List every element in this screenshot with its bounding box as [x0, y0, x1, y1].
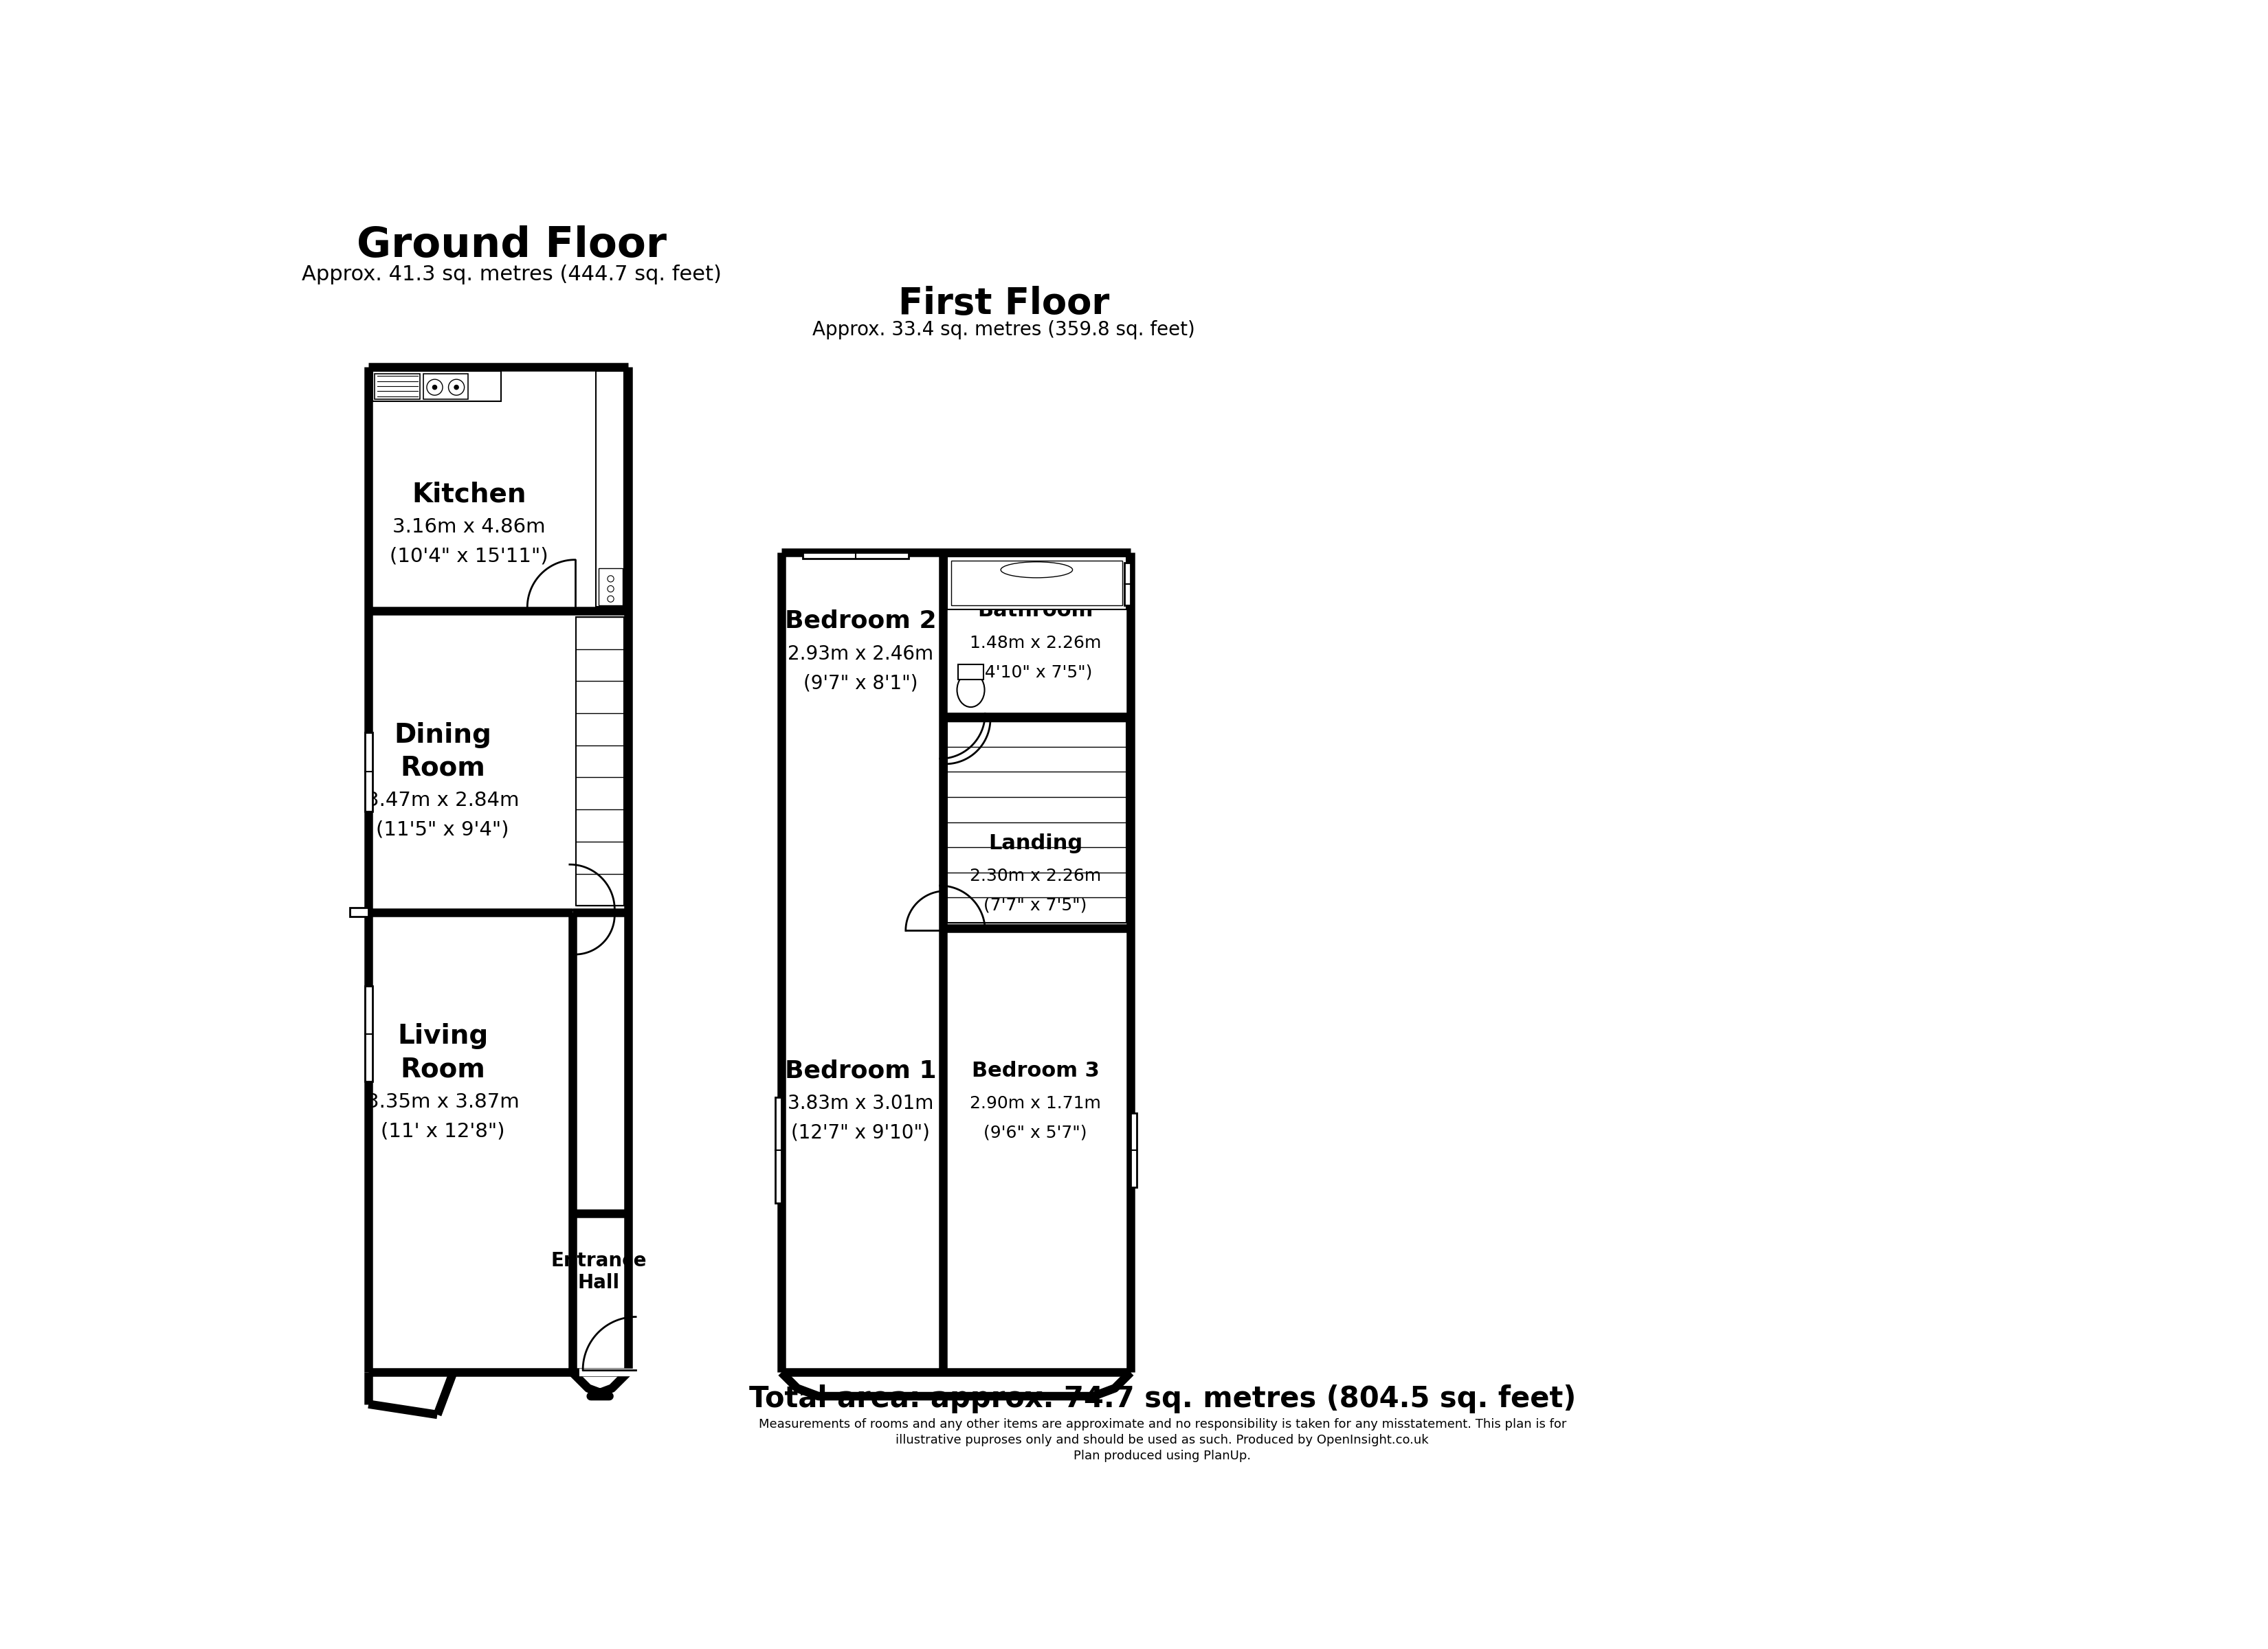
Bar — [1129, 1113, 1136, 1187]
Text: Approx. 41.3 sq. metres (444.7 sq. feet): Approx. 41.3 sq. metres (444.7 sq. feet) — [302, 264, 721, 285]
Text: 3.83m x 3.01m: 3.83m x 3.01m — [787, 1093, 934, 1113]
Circle shape — [454, 386, 458, 389]
Bar — [596, 371, 624, 607]
Text: Entrance
Hall: Entrance Hall — [551, 1252, 646, 1293]
Text: (11' x 12'8"): (11' x 12'8") — [381, 1121, 506, 1141]
Text: (9'6" x 5'7"): (9'6" x 5'7") — [984, 1125, 1086, 1141]
Text: illustrative puproses only and should be used as such. Produced by OpenInsight.c: illustrative puproses only and should be… — [896, 1435, 1429, 1446]
Text: Kitchen: Kitchen — [413, 482, 526, 508]
Text: (11'5" x 9'4"): (11'5" x 9'4") — [376, 820, 508, 839]
Text: (7'7" x 7'5"): (7'7" x 7'5") — [984, 897, 1086, 914]
Text: Room: Room — [399, 755, 485, 780]
Circle shape — [426, 379, 442, 396]
Bar — [957, 665, 984, 679]
Text: 3.47m x 2.84m: 3.47m x 2.84m — [365, 792, 519, 810]
Text: Dining: Dining — [395, 722, 492, 749]
Text: Room: Room — [399, 1055, 485, 1082]
Bar — [950, 561, 1123, 605]
Bar — [776, 1097, 780, 1204]
Text: 2.90m x 1.71m: 2.90m x 1.71m — [971, 1095, 1100, 1111]
Circle shape — [433, 386, 438, 389]
Text: 1.48m x 2.26m: 1.48m x 2.26m — [971, 635, 1100, 651]
Text: Ground Floor: Ground Floor — [356, 226, 667, 265]
Bar — [948, 722, 1127, 923]
Bar — [374, 374, 420, 399]
Bar — [1125, 562, 1132, 605]
Text: (4'10" x 7'5"): (4'10" x 7'5") — [978, 665, 1093, 681]
Text: Bedroom 1: Bedroom 1 — [785, 1059, 937, 1082]
Bar — [365, 986, 372, 1082]
Circle shape — [608, 585, 615, 592]
Bar — [803, 552, 907, 559]
Bar — [599, 569, 621, 605]
Text: Total area: approx. 74.7 sq. metres (804.5 sq. feet): Total area: approx. 74.7 sq. metres (804… — [748, 1385, 1576, 1413]
Text: 3.16m x 4.86m: 3.16m x 4.86m — [392, 518, 547, 536]
Text: Approx. 33.4 sq. metres (359.8 sq. feet): Approx. 33.4 sq. metres (359.8 sq. feet) — [812, 320, 1195, 340]
Bar — [349, 909, 367, 917]
Text: (10'4" x 15'11"): (10'4" x 15'11") — [390, 546, 549, 566]
Text: Landing: Landing — [989, 833, 1082, 853]
Text: (9'7" x 8'1"): (9'7" x 8'1") — [803, 673, 919, 693]
Bar — [948, 557, 1127, 610]
Text: Plan produced using PlanUp.: Plan produced using PlanUp. — [1073, 1449, 1252, 1463]
Bar — [365, 732, 372, 811]
Text: First Floor: First Floor — [898, 285, 1109, 322]
Text: 3.35m x 3.87m: 3.35m x 3.87m — [365, 1092, 519, 1111]
Circle shape — [608, 576, 615, 582]
Circle shape — [608, 595, 615, 602]
Ellipse shape — [1000, 562, 1073, 577]
Text: 2.93m x 2.46m: 2.93m x 2.46m — [787, 645, 934, 663]
Text: Bedroom 3: Bedroom 3 — [971, 1060, 1100, 1080]
Text: Bathroom: Bathroom — [978, 600, 1093, 620]
Text: Living: Living — [397, 1024, 488, 1049]
Bar — [424, 374, 467, 399]
Text: Bedroom 2: Bedroom 2 — [785, 610, 937, 633]
Bar — [372, 371, 501, 402]
Ellipse shape — [957, 673, 984, 707]
Text: 2.30m x 2.26m: 2.30m x 2.26m — [971, 867, 1100, 884]
Circle shape — [449, 379, 465, 396]
Bar — [576, 617, 624, 905]
Text: Measurements of rooms and any other items are approximate and no responsibility : Measurements of rooms and any other item… — [758, 1418, 1567, 1430]
Text: (12'7" x 9'10"): (12'7" x 9'10") — [792, 1123, 930, 1143]
